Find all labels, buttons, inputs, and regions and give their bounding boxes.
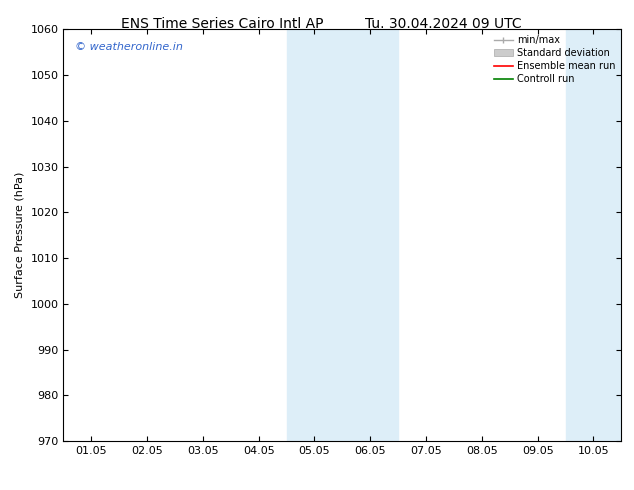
- Y-axis label: Surface Pressure (hPa): Surface Pressure (hPa): [15, 172, 25, 298]
- Text: ENS Time Series Cairo Intl AP: ENS Time Series Cairo Intl AP: [120, 17, 323, 31]
- Text: © weatheronline.in: © weatheronline.in: [75, 42, 183, 52]
- Legend: min/max, Standard deviation, Ensemble mean run, Controll run: min/max, Standard deviation, Ensemble me…: [491, 32, 618, 87]
- Text: Tu. 30.04.2024 09 UTC: Tu. 30.04.2024 09 UTC: [365, 17, 522, 31]
- Bar: [566, 29, 634, 441]
- Bar: [287, 29, 398, 441]
